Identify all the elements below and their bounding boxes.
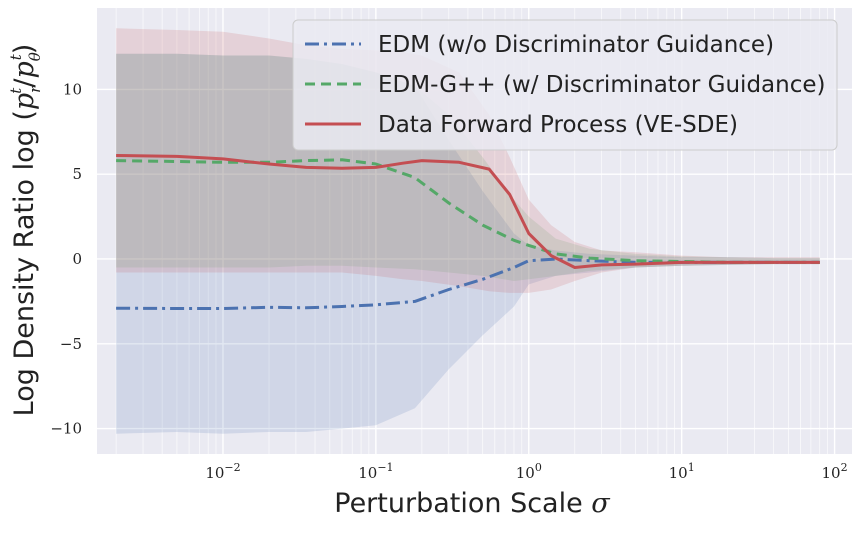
series-line-2: [116, 154, 820, 269]
confidence-band-0: [116, 53, 820, 434]
y-tick-label: 0: [72, 250, 82, 268]
legend-label-forward: Data Forward Process (VE-SDE): [378, 112, 738, 138]
series-line-1: [116, 158, 820, 264]
y-tick-label: −5: [60, 335, 82, 353]
x-tick-labels: 10−2 10−1 100 101 102: [205, 461, 847, 482]
y-tick-label: 10: [63, 80, 82, 98]
confidence-band-2: [116, 28, 820, 293]
series-lines: [116, 154, 820, 310]
x-tick-label: 10−2: [205, 461, 240, 482]
y-axis-label: Log Density Ratio log (prt/pθt): [7, 44, 44, 417]
legend-label-edm-gpp: EDM-G++ (w/ Discriminator Guidance): [378, 72, 825, 98]
y-tick-labels: 10 5 0 −5 −10: [50, 80, 82, 437]
x-tick-label: 102: [822, 461, 848, 482]
confidence-band-1: [116, 53, 820, 281]
x-axis-label: Perturbation Scale σ: [334, 488, 611, 519]
legend-label-edm: EDM (w/o Discriminator Guidance): [378, 32, 774, 58]
y-tick-label: −10: [50, 420, 82, 438]
x-tick-label: 10−1: [358, 461, 393, 482]
x-tick-label: 100: [516, 461, 542, 482]
y-tick-label: 5: [72, 165, 82, 183]
legend: EDM (w/o Discriminator Guidance) EDM-G++…: [292, 19, 838, 151]
x-tick-label: 101: [669, 461, 695, 482]
grid: [97, 8, 852, 454]
confidence-bands: [116, 28, 820, 434]
legend-box: [292, 19, 838, 151]
